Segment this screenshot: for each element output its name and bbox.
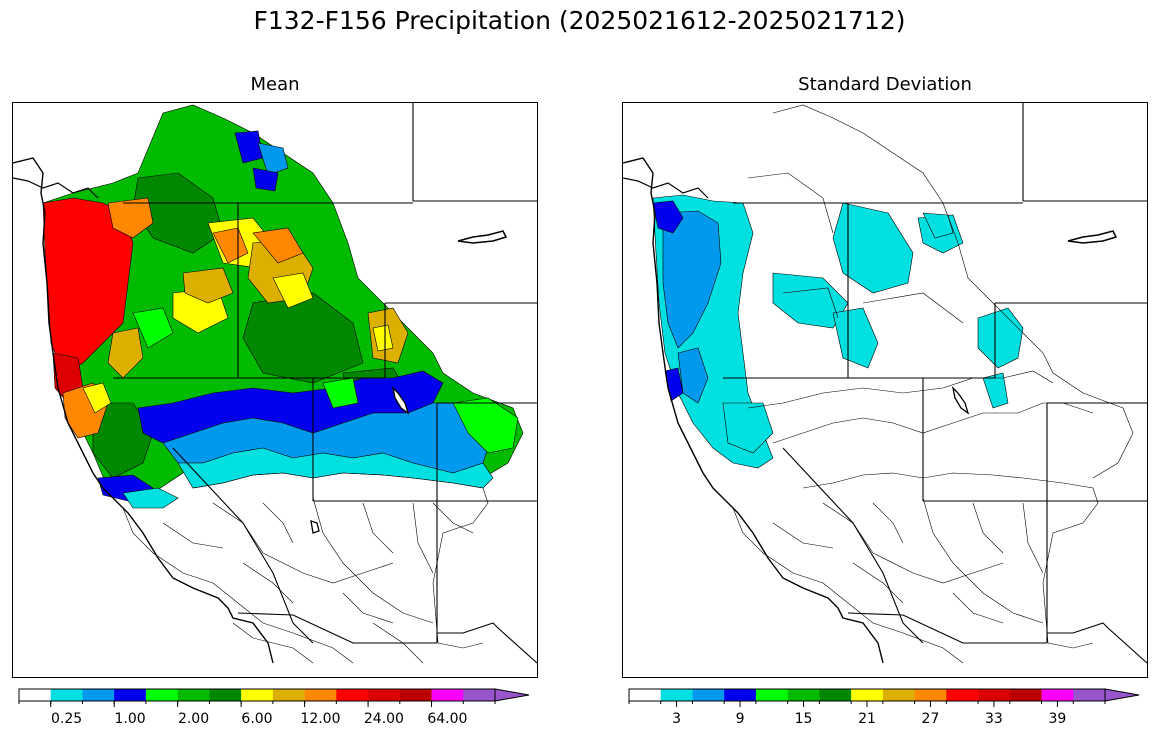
mean-colorbar-swatch — [209, 689, 242, 701]
stddev-colorbar-swatch — [629, 689, 662, 701]
stddev-colorbar-swatch — [1041, 689, 1074, 701]
mean-colorbar-tick-label: 12.00 — [300, 711, 340, 727]
mean-colorbar-tick-label: 1.00 — [114, 711, 145, 727]
mean-region-darkgreen-2 — [242, 292, 364, 384]
mean-region-lightgreen-mid — [132, 307, 174, 349]
stddev-region-blue-north — [652, 200, 684, 234]
mean-lake — [457, 230, 508, 244]
stddev-colorbar-tick-label: 15 — [795, 711, 813, 727]
stddev-colorbar-swatch — [692, 689, 725, 701]
mean-colorbar-tick-label: 64.00 — [427, 711, 467, 727]
stddev-region-cyan-interior-3 — [832, 307, 879, 369]
stddev-colorbar-swatch — [914, 689, 947, 701]
mean-salish-coast — [13, 177, 99, 199]
mean-colorbar-swatch — [82, 689, 115, 701]
mean-watershed-outlines — [122, 472, 489, 664]
mean-region-lightgreen-mid2 — [322, 377, 359, 409]
mean-colorbar-swatch — [50, 689, 83, 701]
figure-title: F132-F156 Precipitation (2025021612-2025… — [253, 6, 906, 35]
mean-region-cyan-south — [122, 487, 179, 509]
mean-map — [12, 102, 538, 678]
stddev-region-cyan-ne — [922, 212, 954, 239]
stddev-colorbar-swatch — [946, 689, 979, 701]
stddev-watershed-outlines — [732, 104, 1134, 664]
mean-colorbar-tick-label: 24.00 — [364, 711, 404, 727]
stddev-lake — [1067, 230, 1118, 244]
stddev-salish-coast — [623, 177, 709, 199]
stddev-shaded-regions — [652, 194, 1024, 469]
mean-colorbar-swatch — [463, 689, 496, 701]
stddev-colorbar-swatch — [755, 689, 788, 701]
mean-coastline — [13, 157, 274, 664]
stddev-colorbar-tick-label: 33 — [985, 711, 1003, 727]
mean-region-darkgreen-3 — [92, 402, 154, 479]
stddev-region-cyan-interior-1 — [832, 202, 914, 294]
stddev-colorbar-swatch — [978, 689, 1011, 701]
mean-region-gold-interior-2 — [182, 267, 234, 304]
stddev-colorbar-swatch — [787, 689, 820, 701]
mean-region-yellow-interior-3 — [272, 272, 314, 309]
stddev-colorbar-tick-label: 3 — [672, 711, 681, 727]
mean-colorbar-tick-label: 0.25 — [51, 711, 82, 727]
mean-colorbar-swatch — [177, 689, 210, 701]
mean-colorbar-outline — [18, 688, 496, 702]
mean-region-orange-interior-2 — [252, 227, 304, 264]
stddev-colorbar-swatch — [660, 689, 693, 701]
mean-colorbar-swatch — [19, 689, 52, 701]
stddev-colorbar-tick-label: 39 — [1048, 711, 1066, 727]
mean-region-orange-interior — [212, 227, 249, 264]
stddev-region-cyan-interior-2 — [772, 272, 849, 329]
stddev-colorbar-swatch — [1073, 689, 1106, 701]
mean-panel-title: Mean — [250, 74, 300, 95]
stddev-colorbar-extension-arrow — [1104, 688, 1140, 702]
stddev-region-cyan-south — [722, 402, 774, 454]
stddev-colorbar-tick-label: 27 — [922, 711, 940, 727]
mean-region-orange-north — [107, 197, 154, 239]
stddev-panel-title: Standard Deviation — [798, 74, 972, 95]
stddev-colorbar-swatch — [882, 689, 915, 701]
mean-great-salt-lake — [391, 386, 410, 415]
stddev-map — [622, 102, 1148, 678]
stddev-colorbar-swatch — [819, 689, 852, 701]
mean-state-borders — [113, 103, 537, 664]
mean-colorbar-swatch — [304, 689, 337, 701]
mean-colorbar-tick-label: 6.00 — [241, 711, 272, 727]
mean-colorbar-swatch — [336, 689, 369, 701]
stddev-colorbar-tick-label: 9 — [736, 711, 745, 727]
mean-lake-tahoe — [310, 520, 320, 534]
mean-region-yellow-coast — [82, 382, 112, 414]
mean-colorbar-swatch — [368, 689, 401, 701]
mean-colorbar-swatch — [399, 689, 432, 701]
mean-region-lightgreen-east — [452, 397, 519, 454]
mean-region-gold-coast — [107, 327, 144, 379]
stddev-colorbar-swatch — [851, 689, 884, 701]
mean-region-blue-north-2 — [252, 167, 279, 192]
mean-colorbar-swatch — [272, 689, 305, 701]
mean-colorbar-swatch — [145, 689, 178, 701]
stddev-region-lightblue-coast — [662, 210, 722, 349]
stddev-colorbar-swatch — [724, 689, 757, 701]
mean-colorbar-swatch — [431, 689, 464, 701]
mean-colorbar-swatch — [241, 689, 274, 701]
stddev-colorbar: 3 9 15 21 27 33 39 — [628, 688, 1140, 728]
stddev-region-lightblue-coast-2 — [677, 347, 709, 404]
stddev-region-cyan-east-2 — [982, 372, 1009, 409]
mean-colorbar-extension-arrow — [494, 688, 530, 702]
mean-colorbar: 0.25 1.00 2.00 6.00 12.00 24.00 64.00 — [18, 688, 530, 728]
mean-region-lightblue-north — [257, 142, 289, 176]
stddev-state-borders — [723, 103, 1147, 664]
stddev-colorbar-swatch — [1009, 689, 1042, 701]
stddev-region-cyan-east — [977, 307, 1024, 369]
mean-colorbar-swatch — [114, 689, 147, 701]
stddev-coastline — [623, 157, 884, 664]
mean-colorbar-tick-label: 2.00 — [178, 711, 209, 727]
mean-shaded-regions — [42, 104, 524, 509]
mean-region-yellow-east — [372, 324, 394, 352]
stddev-great-salt-lake — [951, 386, 970, 415]
stddev-colorbar-tick-label: 21 — [858, 711, 876, 727]
